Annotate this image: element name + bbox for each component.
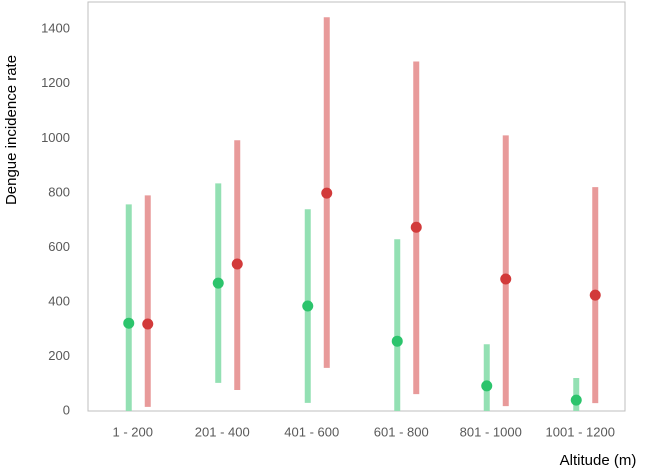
point: [391, 335, 403, 347]
x-tick-label: 601 - 800: [374, 424, 429, 439]
x-axis-label: Altitude (m): [560, 452, 637, 469]
x-tick-label: 1 - 200: [113, 424, 153, 439]
point: [570, 394, 582, 406]
plot-frame: [87, 1, 626, 412]
y-tick-label: 1400: [41, 21, 70, 36]
point: [410, 221, 422, 233]
y-tick-label: 400: [48, 293, 70, 308]
point: [212, 277, 224, 289]
point: [123, 317, 135, 329]
y-tick-label: 1200: [41, 75, 70, 90]
x-tick-label: 801 - 1000: [460, 424, 522, 439]
y-axis-label: Dengue incidence rate: [3, 55, 20, 205]
point: [302, 300, 314, 312]
y-tick-label: 800: [48, 184, 70, 199]
y-tick-label: 200: [48, 348, 70, 363]
point: [481, 380, 493, 392]
point: [231, 258, 243, 270]
y-tick-label: 600: [48, 239, 70, 254]
x-tick-label: 401 - 600: [284, 424, 339, 439]
point: [142, 318, 154, 330]
x-tick-label: 1001 - 1200: [546, 424, 615, 439]
x-tick-label: 201 - 400: [195, 424, 250, 439]
point: [589, 289, 601, 301]
point: [321, 187, 333, 199]
y-tick-label: 1000: [41, 130, 70, 145]
point: [500, 273, 512, 285]
y-tick-label: 0: [63, 402, 70, 417]
